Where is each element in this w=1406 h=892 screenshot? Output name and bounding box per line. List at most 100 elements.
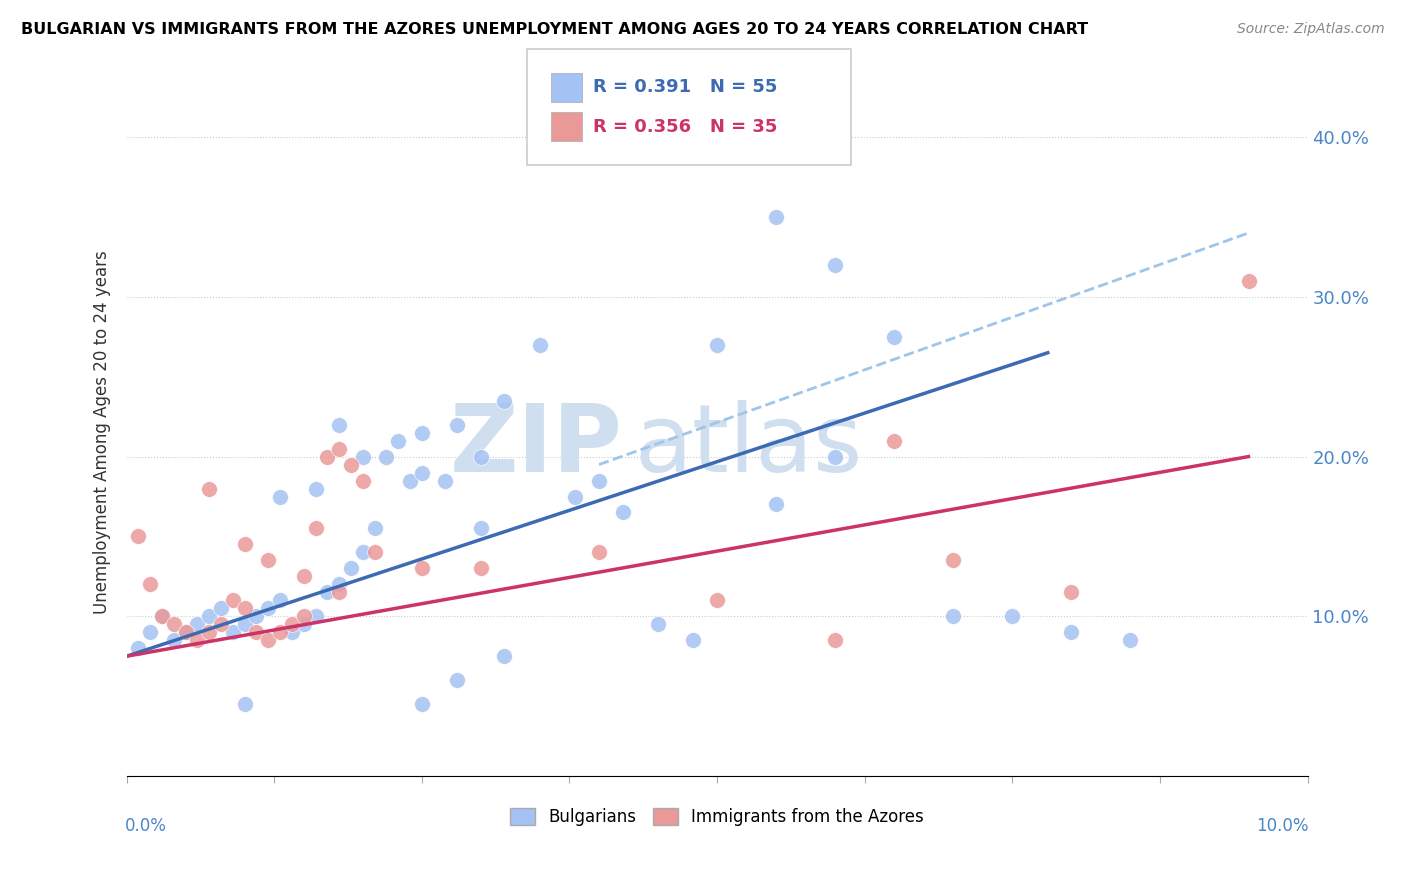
Point [222, 625, 245, 640]
Point [399, 474, 422, 488]
Point [292, 569, 315, 583]
Point [316, 450, 339, 464]
Point [316, 585, 339, 599]
Point [304, 521, 326, 535]
Point [942, 609, 965, 624]
Point [1060, 625, 1083, 640]
Point [446, 417, 468, 432]
Point [375, 450, 398, 464]
Point [127, 641, 149, 656]
Text: 10.0%: 10.0% [1257, 817, 1309, 835]
Point [233, 601, 256, 615]
Text: R = 0.391   N = 55: R = 0.391 N = 55 [593, 78, 778, 96]
Text: R = 0.356   N = 35: R = 0.356 N = 35 [593, 118, 778, 136]
Point [198, 625, 221, 640]
Point [150, 609, 173, 624]
Point [765, 498, 787, 512]
Point [186, 617, 208, 632]
Point [257, 601, 280, 615]
Point [328, 442, 350, 456]
Point [304, 482, 326, 496]
Point [824, 258, 846, 272]
Point [470, 521, 492, 535]
Point [470, 450, 492, 464]
Point [612, 506, 634, 520]
Point [340, 561, 363, 575]
Point [328, 417, 350, 432]
Point [292, 609, 315, 624]
Point [245, 609, 267, 624]
Point [139, 625, 162, 640]
Point [257, 553, 280, 567]
Point [1237, 274, 1260, 288]
Point [209, 617, 232, 632]
Point [269, 625, 291, 640]
Point [150, 609, 173, 624]
Point [257, 633, 280, 648]
Point [411, 697, 433, 711]
Legend: Bulgarians, Immigrants from the Azores: Bulgarians, Immigrants from the Azores [503, 801, 931, 833]
Point [352, 474, 374, 488]
Point [269, 490, 291, 504]
Point [363, 521, 385, 535]
Point [470, 561, 492, 575]
Point [434, 474, 457, 488]
Point [163, 633, 186, 648]
Point [328, 577, 350, 591]
Text: 0.0%: 0.0% [125, 817, 167, 835]
Point [363, 545, 385, 559]
Point [304, 609, 326, 624]
Point [352, 545, 374, 559]
Point [883, 330, 905, 344]
Point [233, 537, 256, 551]
Point [328, 585, 350, 599]
Point [824, 633, 846, 648]
Point [222, 593, 245, 607]
Point [682, 633, 704, 648]
Point [198, 482, 221, 496]
Point [706, 338, 728, 352]
Point [942, 553, 965, 567]
Point [127, 529, 149, 543]
Point [174, 625, 197, 640]
Point [186, 633, 208, 648]
Y-axis label: Unemployment Among Ages 20 to 24 years: Unemployment Among Ages 20 to 24 years [93, 251, 111, 615]
Point [588, 545, 610, 559]
Point [340, 458, 363, 472]
Point [647, 617, 669, 632]
Point [446, 673, 468, 688]
Point [198, 609, 221, 624]
Point [411, 425, 433, 440]
Point [1060, 585, 1083, 599]
Point [281, 617, 304, 632]
Text: ZIP: ZIP [450, 401, 623, 492]
Point [706, 593, 728, 607]
Point [139, 577, 162, 591]
Point [352, 450, 374, 464]
Point [529, 338, 551, 352]
Point [411, 561, 433, 575]
Point [233, 697, 256, 711]
Point [292, 617, 315, 632]
Point [269, 593, 291, 607]
Point [824, 450, 846, 464]
Point [564, 490, 586, 504]
Point [883, 434, 905, 448]
Point [281, 625, 304, 640]
Point [1119, 633, 1142, 648]
Point [494, 393, 516, 408]
Point [765, 210, 787, 224]
Point [411, 466, 433, 480]
Point [163, 617, 186, 632]
Text: BULGARIAN VS IMMIGRANTS FROM THE AZORES UNEMPLOYMENT AMONG AGES 20 TO 24 YEARS C: BULGARIAN VS IMMIGRANTS FROM THE AZORES … [21, 22, 1088, 37]
Point [233, 617, 256, 632]
Point [209, 601, 232, 615]
Text: Source: ZipAtlas.com: Source: ZipAtlas.com [1237, 22, 1385, 37]
Point [1001, 609, 1024, 624]
Point [588, 474, 610, 488]
Point [494, 649, 516, 664]
Text: atlas: atlas [634, 401, 863, 492]
Point [174, 625, 197, 640]
Point [245, 625, 267, 640]
Point [387, 434, 409, 448]
